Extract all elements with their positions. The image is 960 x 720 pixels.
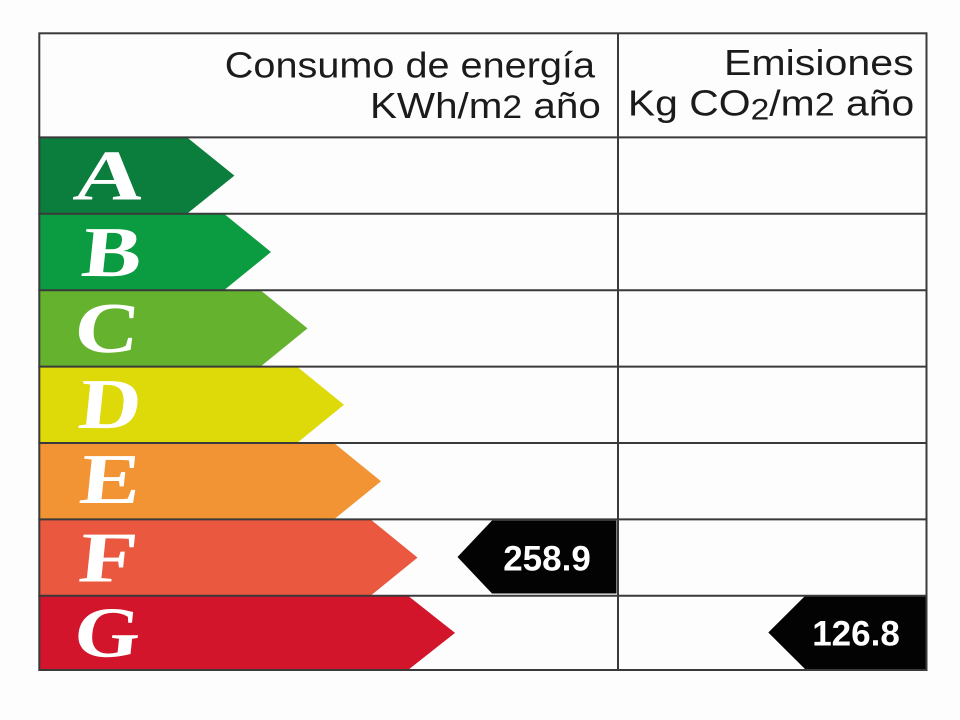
svg-text:Emisiones: Emisiones <box>724 43 914 83</box>
svg-text:D: D <box>75 364 145 444</box>
svg-text:G: G <box>70 593 144 673</box>
svg-text:C: C <box>71 288 145 368</box>
svg-text:A: A <box>70 136 148 216</box>
svg-text:Consumo de energía: Consumo de energía <box>225 46 596 86</box>
svg-text:E: E <box>76 439 145 519</box>
svg-text:KWh/m2 año: KWh/m2 año <box>370 86 601 127</box>
svg-text:Kg CO2/m2 año: Kg CO2/m2 año <box>628 83 914 126</box>
svg-text:258.9: 258.9 <box>503 540 591 579</box>
svg-text:126.8: 126.8 <box>812 615 900 654</box>
svg-text:F: F <box>75 517 141 597</box>
svg-text:B: B <box>78 212 146 292</box>
